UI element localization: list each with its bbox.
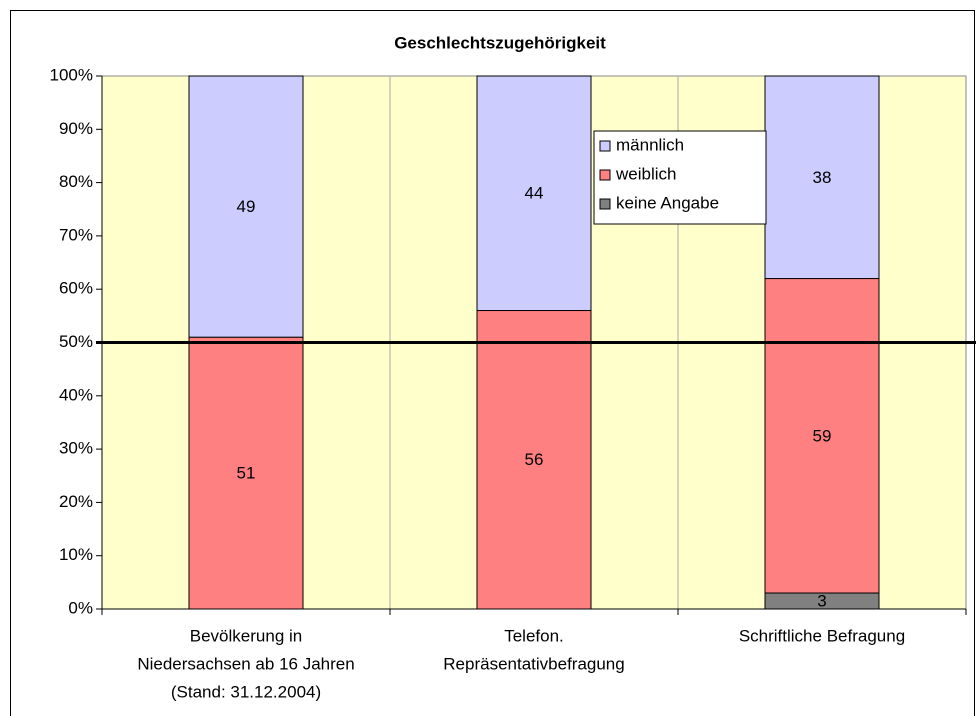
legend-swatch xyxy=(599,198,611,210)
value-label: 44 xyxy=(525,184,544,203)
bar-segment xyxy=(764,75,880,280)
y-tick-label: 100% xyxy=(50,65,93,84)
value-label: 3 xyxy=(817,591,826,610)
y-tick-label: 80% xyxy=(59,172,93,191)
bar-segment xyxy=(476,75,592,312)
y-tick-label: 60% xyxy=(59,279,93,298)
x-tick-label: Repräsentativbefragung xyxy=(443,654,624,673)
x-tick-label: (Stand: 31.12.2004) xyxy=(171,682,321,701)
value-label: 51 xyxy=(237,464,256,483)
legend-label: männlich xyxy=(616,135,684,154)
y-tick-label: 10% xyxy=(59,545,93,564)
x-tick-label: Bevölkerung in xyxy=(190,626,302,645)
y-tick-label: 20% xyxy=(59,492,93,511)
legend xyxy=(593,130,767,225)
value-label: 59 xyxy=(813,426,832,445)
y-tick-label: 90% xyxy=(59,119,93,138)
x-tick-label: Schriftliche Befragung xyxy=(739,626,905,645)
legend-swatch xyxy=(599,169,611,181)
x-tick-label: Niedersachsen ab 16 Jahren xyxy=(137,654,354,673)
value-label: 49 xyxy=(237,197,256,216)
chart-title: Geschlechtszugehörigkeit xyxy=(394,33,606,52)
y-tick-label: 40% xyxy=(59,385,93,404)
legend-label: keine Angabe xyxy=(616,193,719,212)
y-tick-label: 50% xyxy=(59,332,93,351)
x-tick-label: Telefon. xyxy=(504,626,564,645)
y-tick-label: 70% xyxy=(59,225,93,244)
y-tick-label: 30% xyxy=(59,439,93,458)
legend-label: weiblich xyxy=(615,164,676,183)
value-label: 38 xyxy=(813,168,832,187)
value-label: 56 xyxy=(525,450,544,469)
legend-swatch xyxy=(599,140,611,152)
bar-segment xyxy=(188,75,304,338)
bar-segment xyxy=(764,278,880,594)
bar-segment xyxy=(476,310,592,610)
bar-segment xyxy=(188,336,304,610)
y-tick-label: 0% xyxy=(68,598,93,617)
